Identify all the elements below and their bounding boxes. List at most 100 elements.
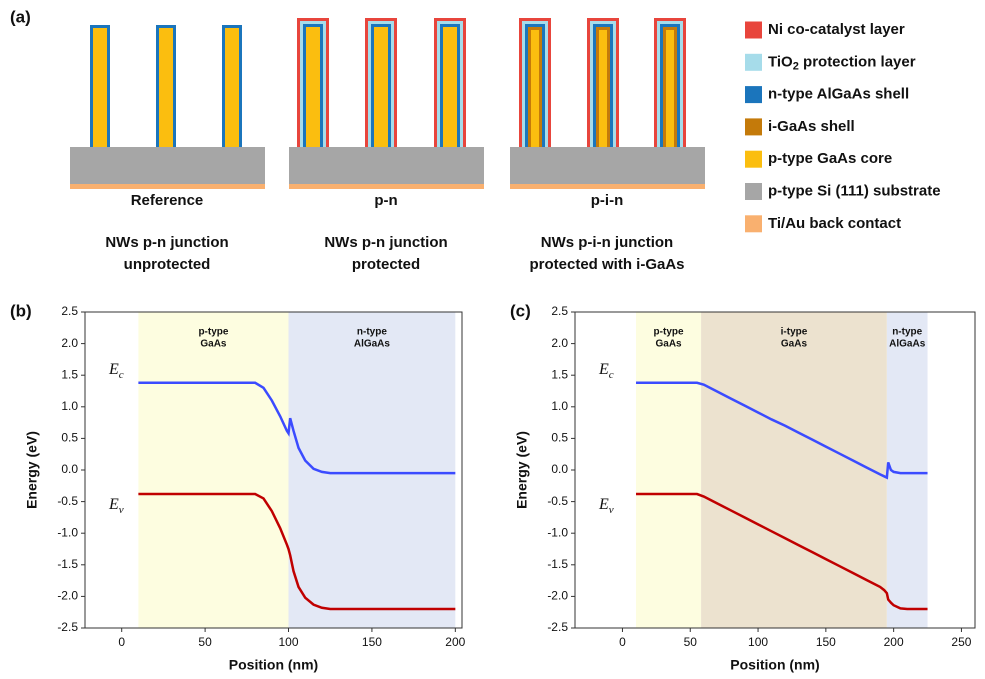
plot-frame: [574, 311, 976, 629]
y-tick-label: 2.0: [61, 336, 78, 350]
x-tick-label: 100: [278, 635, 298, 649]
y-tick-label: -1.0: [57, 525, 78, 539]
y-tick-label: 2.0: [551, 336, 568, 350]
structure-name: p-i-n: [591, 192, 623, 209]
nanowire-layer: [93, 28, 107, 147]
y-tick-label: -1.0: [547, 525, 568, 539]
series-label: Ec: [108, 360, 124, 380]
nanowire-layer: [225, 28, 239, 147]
legend-label: n-type AlGaAs shell: [768, 86, 909, 103]
legend-swatch: [745, 53, 762, 71]
structure-description: unprotected: [124, 256, 211, 273]
region-label: p-type: [198, 327, 228, 338]
y-tick-label: 1.0: [61, 399, 78, 413]
series-line: [138, 381, 456, 475]
y-tick-label: 0.5: [61, 431, 78, 445]
legend-swatch: [745, 150, 762, 168]
nanowire-layer: [599, 30, 607, 147]
series-label: Ev: [598, 496, 614, 516]
region: [701, 312, 887, 628]
x-axis-label: Position (nm): [229, 657, 318, 673]
substrate: [289, 147, 484, 184]
series-label: Ec: [598, 360, 614, 380]
series-label: Ev: [108, 496, 124, 516]
nanowire-layer: [374, 27, 388, 147]
structure-description: NWs p-i-n junction: [541, 234, 673, 251]
x-tick-label: 150: [362, 635, 382, 649]
y-tick-label: -2.0: [57, 589, 78, 603]
legend-label: p-type Si (111) substrate: [768, 182, 941, 199]
nanowire-layer: [306, 27, 320, 147]
legend-swatch: [745, 118, 762, 136]
x-tick-label: 250: [951, 635, 971, 649]
y-tick-label: 0.0: [61, 462, 78, 476]
y-tick-label: -2.5: [547, 620, 568, 634]
y-tick-label: 2.5: [551, 304, 568, 318]
structure-name: p-n: [374, 192, 397, 209]
nanowire-layer: [159, 28, 173, 147]
structure-description: protected: [352, 256, 420, 273]
y-tick-label: -2.0: [547, 589, 568, 603]
region-label: GaAs: [781, 339, 808, 350]
y-tick-label: 1.5: [61, 367, 78, 381]
y-tick-label: -1.5: [57, 557, 78, 571]
legend-swatch: [745, 21, 762, 39]
y-tick-label: -0.5: [547, 494, 568, 508]
x-axis-label: Position (nm): [730, 657, 819, 673]
structure-description: protected with i-GaAs: [529, 256, 684, 273]
nanowire-layer: [443, 27, 457, 147]
plot-frame: [84, 311, 463, 629]
region-label: p-type: [654, 327, 684, 338]
x-tick-label: 200: [445, 635, 465, 649]
x-tick-label: 150: [816, 635, 836, 649]
legend-label: TiO2 protection layer: [768, 53, 916, 72]
back-contact: [510, 184, 705, 189]
y-tick-label: 1.0: [551, 399, 568, 413]
nanowire-layer: [531, 30, 539, 147]
region-label: AlGaAs: [354, 339, 391, 350]
region-label: GaAs: [200, 339, 227, 350]
legend-label: Ni co-catalyst layer: [768, 21, 905, 38]
region: [886, 312, 928, 628]
series-line: [636, 381, 928, 480]
region-label: i-type: [781, 327, 808, 338]
y-tick-label: -1.5: [547, 557, 568, 571]
region-label: GaAs: [655, 339, 682, 350]
series-line: [636, 492, 928, 611]
y-tick-label: 1.5: [551, 367, 568, 381]
x-tick-label: 100: [748, 635, 768, 649]
structure-description: NWs p-n junction: [324, 234, 447, 251]
substrate: [70, 147, 265, 184]
legend-label: p-type GaAs core: [768, 150, 892, 167]
nanowire-layer: [666, 30, 674, 147]
panel-label: (a): [10, 7, 31, 26]
legend-swatch: [745, 215, 762, 233]
legend-label: Ti/Au back contact: [768, 215, 901, 232]
legend-swatch: [745, 183, 762, 200]
x-tick-label: 200: [884, 635, 904, 649]
y-tick-label: -0.5: [57, 494, 78, 508]
panel-label: (b): [10, 301, 32, 320]
x-tick-label: 0: [118, 635, 125, 649]
structure-description: NWs p-n junction: [105, 234, 228, 251]
x-tick-label: 50: [684, 635, 698, 649]
structure-name: Reference: [131, 192, 204, 209]
region: [636, 312, 702, 628]
y-tick-label: 0.0: [551, 462, 568, 476]
y-tick-label: -2.5: [57, 620, 78, 634]
y-tick-label: 2.5: [61, 304, 78, 318]
x-tick-label: 50: [198, 635, 212, 649]
y-tick-label: 0.5: [551, 431, 568, 445]
back-contact: [70, 184, 265, 189]
x-tick-label: 0: [619, 635, 626, 649]
region-label: n-type: [357, 327, 387, 338]
legend-swatch: [745, 86, 762, 104]
series-line: [138, 492, 456, 611]
region-label: n-type: [892, 327, 922, 338]
back-contact: [289, 184, 484, 189]
substrate: [510, 147, 705, 184]
region: [138, 312, 289, 628]
legend-label: i-GaAs shell: [768, 118, 855, 135]
y-axis-label: Energy (eV): [24, 431, 40, 509]
